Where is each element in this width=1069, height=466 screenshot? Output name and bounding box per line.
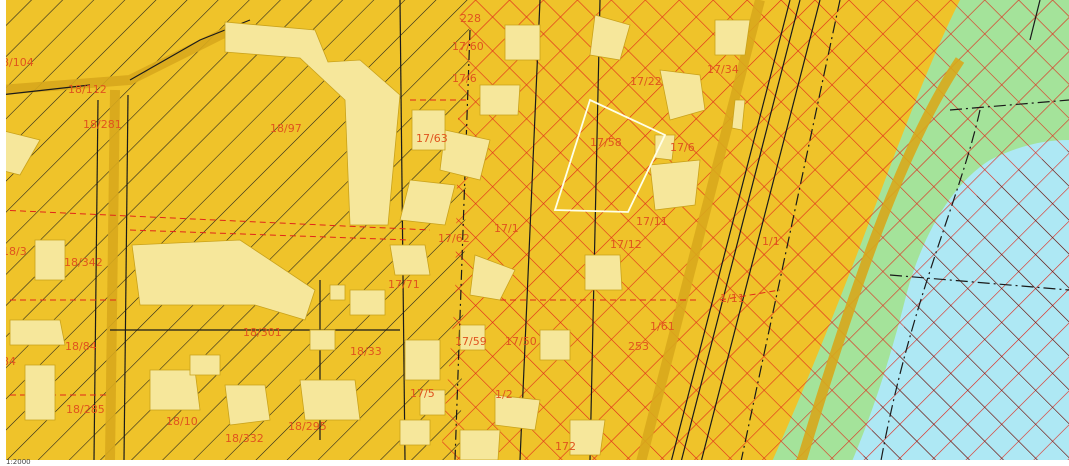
parcel-label: 18/33 [350,345,382,358]
parcel-label: 228 [460,12,481,25]
parcel-label: 1/2 [495,388,513,401]
map-frame-left [0,0,6,466]
parcel-label: 17/5 [410,387,435,400]
parcel-label: 17/63 [416,132,448,145]
parcel-label: 18/332 [225,432,264,445]
parcel-label: 17/62 [438,232,470,245]
parcel-label: 1/11 [720,292,745,305]
parcel-label: 18/112 [68,83,107,96]
parcel-label: 253 [628,340,649,353]
parcel-label: 17/22 [630,75,662,88]
parcel-label: 17/6 [670,141,695,154]
parcel-label: 18/84 [65,340,97,353]
parcel-label: 17/12 [610,238,642,251]
map-frame-bottom [0,460,1069,466]
parcel-label: 17/34 [707,63,739,76]
parcel-label: 18/295 [288,420,327,433]
parcel-label: 18/10 [166,415,198,428]
parcel-label: 17/1 [494,222,519,235]
parcel-label: 18/285 [66,403,105,416]
scale-text: 1:2000 [6,459,31,466]
parcel-label: 172 [555,440,576,453]
parcel-label: 17/6 [452,72,477,85]
parcel-label: 17/60 [452,40,484,53]
parcel-label: 17/50 [505,335,537,348]
parcel-label: 8/104 [2,56,34,69]
parcel-label: 17/58 [590,136,622,149]
parcel-label: 17/11 [636,215,668,228]
parcel-label: 17/59 [455,335,487,348]
parcel-label: 18/97 [270,122,302,135]
parcel-label: 17/71 [388,278,420,291]
parcel-label: 1/1 [762,235,780,248]
parcel-label: 18/301 [243,326,282,339]
parcel-label: 18/342 [64,256,103,269]
parcel-label: 1/61 [650,320,675,333]
parcel-label: 18/281 [83,118,122,131]
